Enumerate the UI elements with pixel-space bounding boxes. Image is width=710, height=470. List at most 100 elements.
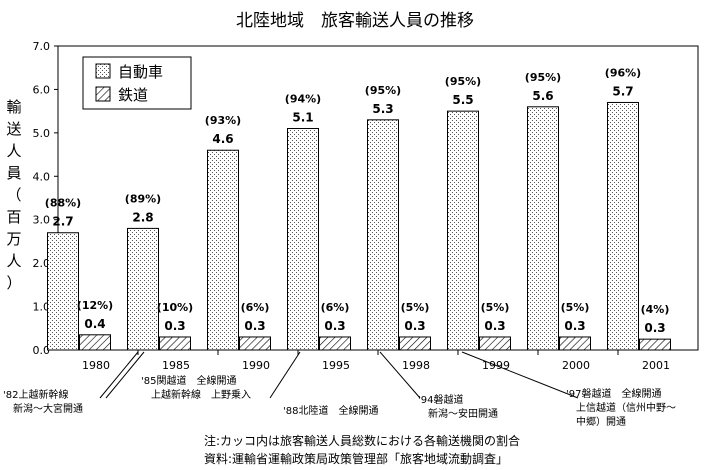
value-label: 5.6 xyxy=(532,89,553,103)
bar-rail xyxy=(639,338,671,351)
share-label: (5%) xyxy=(561,301,590,314)
share-label: (5%) xyxy=(401,301,430,314)
share-label: (88%) xyxy=(45,197,81,210)
y-axis-label: 輸送人員（百万人） xyxy=(6,98,21,292)
value-label: 4.6 xyxy=(212,132,233,146)
bar-car xyxy=(527,106,559,351)
x-tick-label: 1995 xyxy=(322,359,350,372)
y-axis-ticks: 0.0 1.0 2.0 3.0 4.0 5.0 6.0 7.0 xyxy=(33,40,58,357)
event-annotations: '82上越新幹線 新潟～大宮開通 '85関越道 全線開通 上越新幹線 上野乗入 … xyxy=(3,351,679,428)
x-tick-label: 1985 xyxy=(162,359,190,372)
value-label: 2.7 xyxy=(52,215,73,229)
annotation-1997: '97磐越道 全線開通 上信越道（信州中野～ 中郷）開通 xyxy=(566,387,679,428)
y-axis-label-char: 人 xyxy=(6,142,21,160)
annotation-1985: '85関越道 全線開通 上越新幹線 上野乗入 xyxy=(141,374,251,401)
annotation-leader xyxy=(461,351,579,399)
y-tick-label: 4.0 xyxy=(33,170,51,183)
bar-rail xyxy=(79,334,111,351)
legend-swatch-car xyxy=(95,63,111,79)
x-tick-label: 2001 xyxy=(642,359,670,372)
bar-car xyxy=(447,110,479,351)
bar-car xyxy=(287,128,319,351)
share-label: (93%) xyxy=(205,114,241,127)
bar-rail xyxy=(479,336,511,351)
value-label: 0.3 xyxy=(644,321,665,335)
annotation-line: '94磐越道 xyxy=(418,393,463,406)
bar-rail xyxy=(319,336,351,351)
legend-label-rail: 鉄道 xyxy=(118,86,148,104)
share-label: (4%) xyxy=(641,303,670,316)
bar-rail xyxy=(159,336,191,351)
y-axis-label-char: 送 xyxy=(6,120,21,138)
annotation-line: '97磐越道 全線開通 xyxy=(566,387,661,400)
bar-car xyxy=(127,227,159,351)
bar-car xyxy=(607,101,639,351)
bar-rail xyxy=(559,336,591,351)
share-label: (95%) xyxy=(365,84,401,97)
y-tick-label: 5.0 xyxy=(33,127,51,140)
share-label: (5%) xyxy=(481,301,510,314)
y-axis-label-char: 員 xyxy=(6,164,21,182)
value-labels: 2.7 (88%) 0.4 (12%) 2.8 (89%) 0.3 (10%) 4.6 (93%)… xyxy=(45,66,670,335)
chart-title: 北陸地域 旅客輸送人員の推移 xyxy=(236,11,474,31)
y-tick-label: 7.0 xyxy=(33,40,51,53)
share-label: (94%) xyxy=(285,93,321,106)
bar-rail xyxy=(399,336,431,351)
annotation-1988: '88北陸道 全線開通 xyxy=(283,404,378,417)
value-label: 5.5 xyxy=(452,93,473,107)
y-tick-label: 0.0 xyxy=(33,344,51,357)
y-axis-label-char: （ xyxy=(6,186,21,204)
share-label: (6%) xyxy=(321,301,350,314)
annotation-line: 新潟～大宮開通 xyxy=(3,402,83,415)
value-label: 0.3 xyxy=(244,319,265,333)
share-label: (6%) xyxy=(241,301,270,314)
legend-swatch-rail xyxy=(95,86,111,102)
legend-label-car: 自動車 xyxy=(118,63,163,81)
share-label: (89%) xyxy=(125,192,161,205)
annotation-line: 上信越道（信州中野～ xyxy=(566,401,676,414)
footnote-note: 注:カッコ内は旅客輸送人員総数における各輸送機関の割合 xyxy=(204,433,520,448)
y-axis-label-char: 人 xyxy=(6,252,21,270)
value-label: 5.1 xyxy=(292,111,313,125)
bar-car xyxy=(207,149,239,351)
annotation-line: '85関越道 全線開通 xyxy=(141,374,236,387)
y-tick-label: 1.0 xyxy=(33,301,51,314)
x-tick-label: 2000 xyxy=(562,359,590,372)
bar-rail xyxy=(239,336,271,351)
bars xyxy=(47,101,671,351)
annotation-leader xyxy=(269,351,301,399)
value-label: 0.3 xyxy=(484,319,505,333)
x-tick-label: 1980 xyxy=(82,359,110,372)
y-axis-label-char: 輸 xyxy=(6,98,21,116)
annotation-line: 中郷）開通 xyxy=(566,415,626,428)
value-label: 2.8 xyxy=(132,210,153,224)
value-label: 0.4 xyxy=(84,317,105,331)
legend: 自動車 鉄道 xyxy=(82,56,192,110)
annotation-line: 上越新幹線 上野乗入 xyxy=(141,388,251,401)
value-label: 0.3 xyxy=(404,319,425,333)
share-label: (96%) xyxy=(605,66,641,79)
annotation-leader xyxy=(105,351,145,399)
value-label: 5.7 xyxy=(612,84,633,98)
x-axis-ticks: 19801985199019951998199920002001 xyxy=(82,350,670,372)
value-label: 5.3 xyxy=(372,102,393,116)
share-label: (95%) xyxy=(445,75,481,88)
share-label: (10%) xyxy=(157,301,193,314)
footnote-source: 資料:運輸省運輸政策局政策管理部「旅客地域流動調査」 xyxy=(204,451,508,466)
annotation-1994: '94磐越道 新潟～安田開通 xyxy=(418,393,498,420)
value-label: 0.3 xyxy=(324,319,345,333)
annotation-line: 新潟～安田開通 xyxy=(418,407,498,420)
annotation-leader xyxy=(379,351,421,399)
value-label: 0.3 xyxy=(564,319,585,333)
annotation-1982: '82上越新幹線 新潟～大宮開通 xyxy=(3,388,83,415)
annotation-line: '88北陸道 全線開通 xyxy=(283,404,378,417)
bar-car xyxy=(47,232,79,351)
y-axis-label-char: ） xyxy=(6,274,21,292)
share-label: (95%) xyxy=(525,71,561,84)
x-tick-label: 1990 xyxy=(242,359,270,372)
x-tick-label: 1998 xyxy=(402,359,430,372)
y-axis-label-char: 万 xyxy=(6,230,21,248)
y-tick-label: 2.0 xyxy=(33,257,51,270)
share-label: (12%) xyxy=(77,299,113,312)
